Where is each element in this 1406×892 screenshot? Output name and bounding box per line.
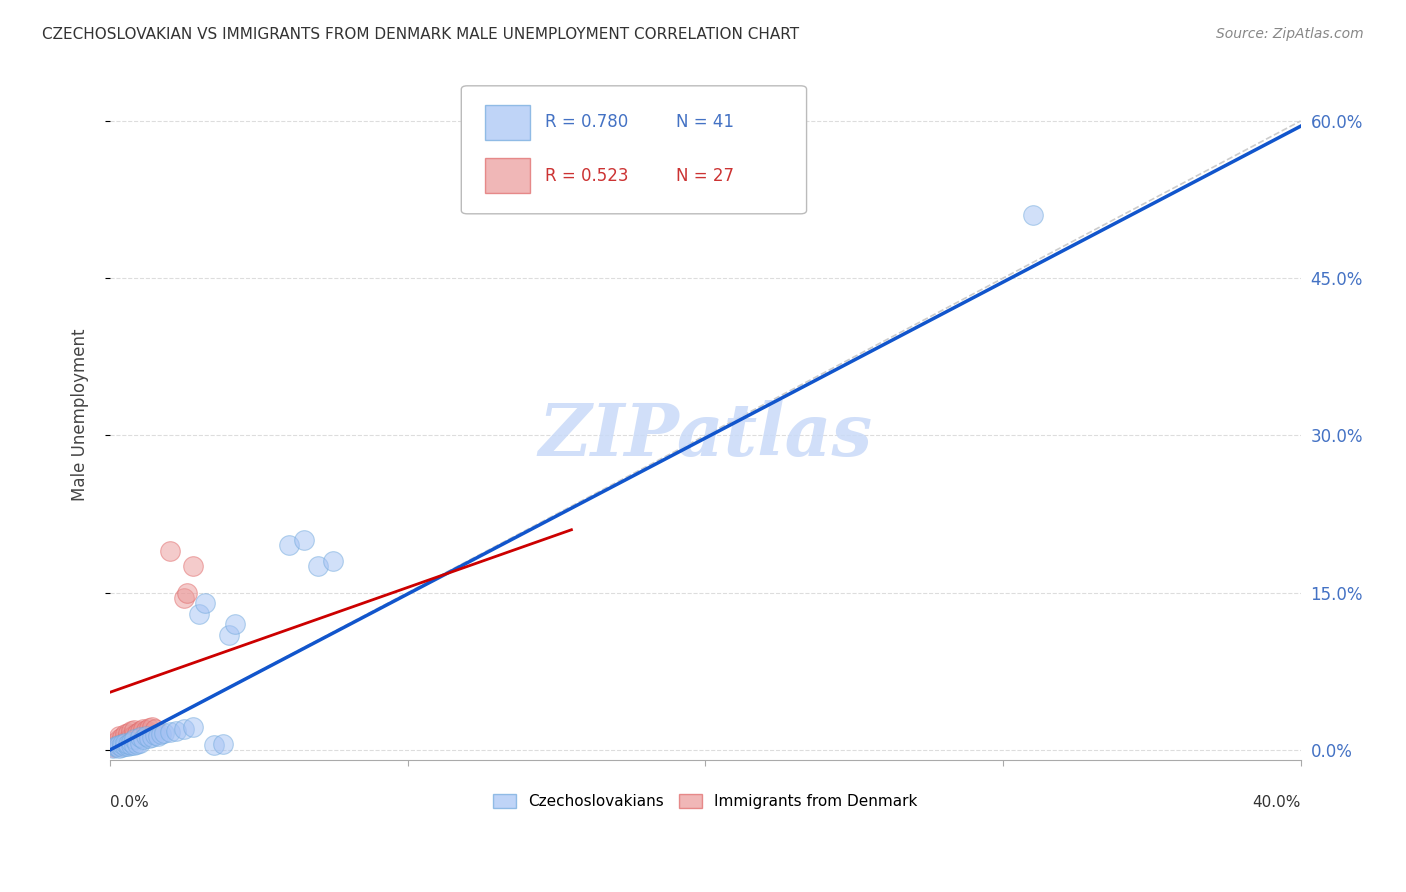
Point — [1022, 208, 1045, 222]
Point — [114, 739, 136, 753]
Point — [101, 739, 124, 754]
Point — [111, 739, 134, 754]
Point — [188, 607, 211, 621]
Text: R = 0.780: R = 0.780 — [544, 113, 628, 131]
Point — [128, 724, 150, 739]
Legend: Czechoslovakians, Immigrants from Denmark: Czechoslovakians, Immigrants from Denmar… — [486, 788, 924, 815]
Y-axis label: Male Unemployment: Male Unemployment — [72, 328, 89, 500]
Point — [125, 737, 148, 751]
Point — [165, 724, 187, 739]
Point — [173, 591, 195, 605]
Point — [105, 734, 128, 748]
Point — [125, 726, 148, 740]
Point — [120, 724, 142, 739]
Point — [105, 739, 128, 753]
Point — [307, 559, 329, 574]
Point — [143, 722, 166, 736]
Bar — [485, 105, 530, 140]
Point — [143, 728, 166, 742]
Point — [108, 738, 131, 752]
Point — [141, 731, 163, 745]
Point — [117, 737, 139, 751]
Text: N = 27: N = 27 — [676, 167, 734, 185]
Point — [108, 729, 131, 743]
Point — [141, 720, 163, 734]
Point — [173, 722, 195, 736]
Point — [159, 543, 181, 558]
Point — [277, 539, 299, 553]
Text: Source: ZipAtlas.com: Source: ZipAtlas.com — [1216, 27, 1364, 41]
Text: CZECHOSLOVAKIAN VS IMMIGRANTS FROM DENMARK MALE UNEMPLOYMENT CORRELATION CHART: CZECHOSLOVAKIAN VS IMMIGRANTS FROM DENMA… — [42, 27, 799, 42]
Point — [224, 617, 246, 632]
Point — [135, 729, 157, 743]
Point — [152, 726, 174, 740]
Bar — [485, 159, 530, 193]
Point — [120, 731, 142, 745]
Point — [108, 740, 131, 755]
Point — [128, 731, 150, 745]
Point — [149, 727, 172, 741]
Point — [111, 737, 134, 751]
Point — [122, 732, 145, 747]
Text: R = 0.523: R = 0.523 — [544, 167, 628, 185]
Point — [105, 739, 128, 754]
Point — [120, 734, 142, 748]
Text: 0.0%: 0.0% — [110, 795, 149, 810]
Point — [132, 732, 155, 747]
Point — [322, 554, 344, 568]
Text: ZIPatlas: ZIPatlas — [538, 400, 873, 471]
Point — [120, 738, 142, 752]
Point — [128, 735, 150, 749]
Point — [176, 585, 198, 599]
Point — [111, 731, 134, 745]
Point — [138, 731, 160, 746]
Point — [183, 720, 205, 734]
Point — [117, 739, 139, 753]
Text: N = 41: N = 41 — [676, 113, 734, 131]
Point — [135, 723, 157, 737]
Point — [114, 727, 136, 741]
Point — [111, 735, 134, 749]
Point — [159, 725, 181, 739]
Point — [292, 533, 315, 548]
Point — [117, 732, 139, 747]
Point — [212, 737, 235, 751]
Point — [183, 559, 205, 574]
Point — [108, 739, 131, 753]
Point — [122, 738, 145, 752]
Point — [146, 729, 169, 743]
Point — [202, 738, 225, 752]
Point — [105, 738, 128, 752]
Text: 40.0%: 40.0% — [1253, 795, 1301, 810]
Point — [194, 596, 217, 610]
Point — [122, 728, 145, 742]
Point — [122, 723, 145, 737]
Point — [114, 734, 136, 748]
FancyBboxPatch shape — [461, 86, 807, 214]
Point — [101, 740, 124, 755]
Point — [117, 726, 139, 740]
Point — [114, 735, 136, 749]
Point — [108, 732, 131, 747]
Point — [138, 721, 160, 735]
Point — [218, 627, 240, 641]
Point — [132, 722, 155, 736]
